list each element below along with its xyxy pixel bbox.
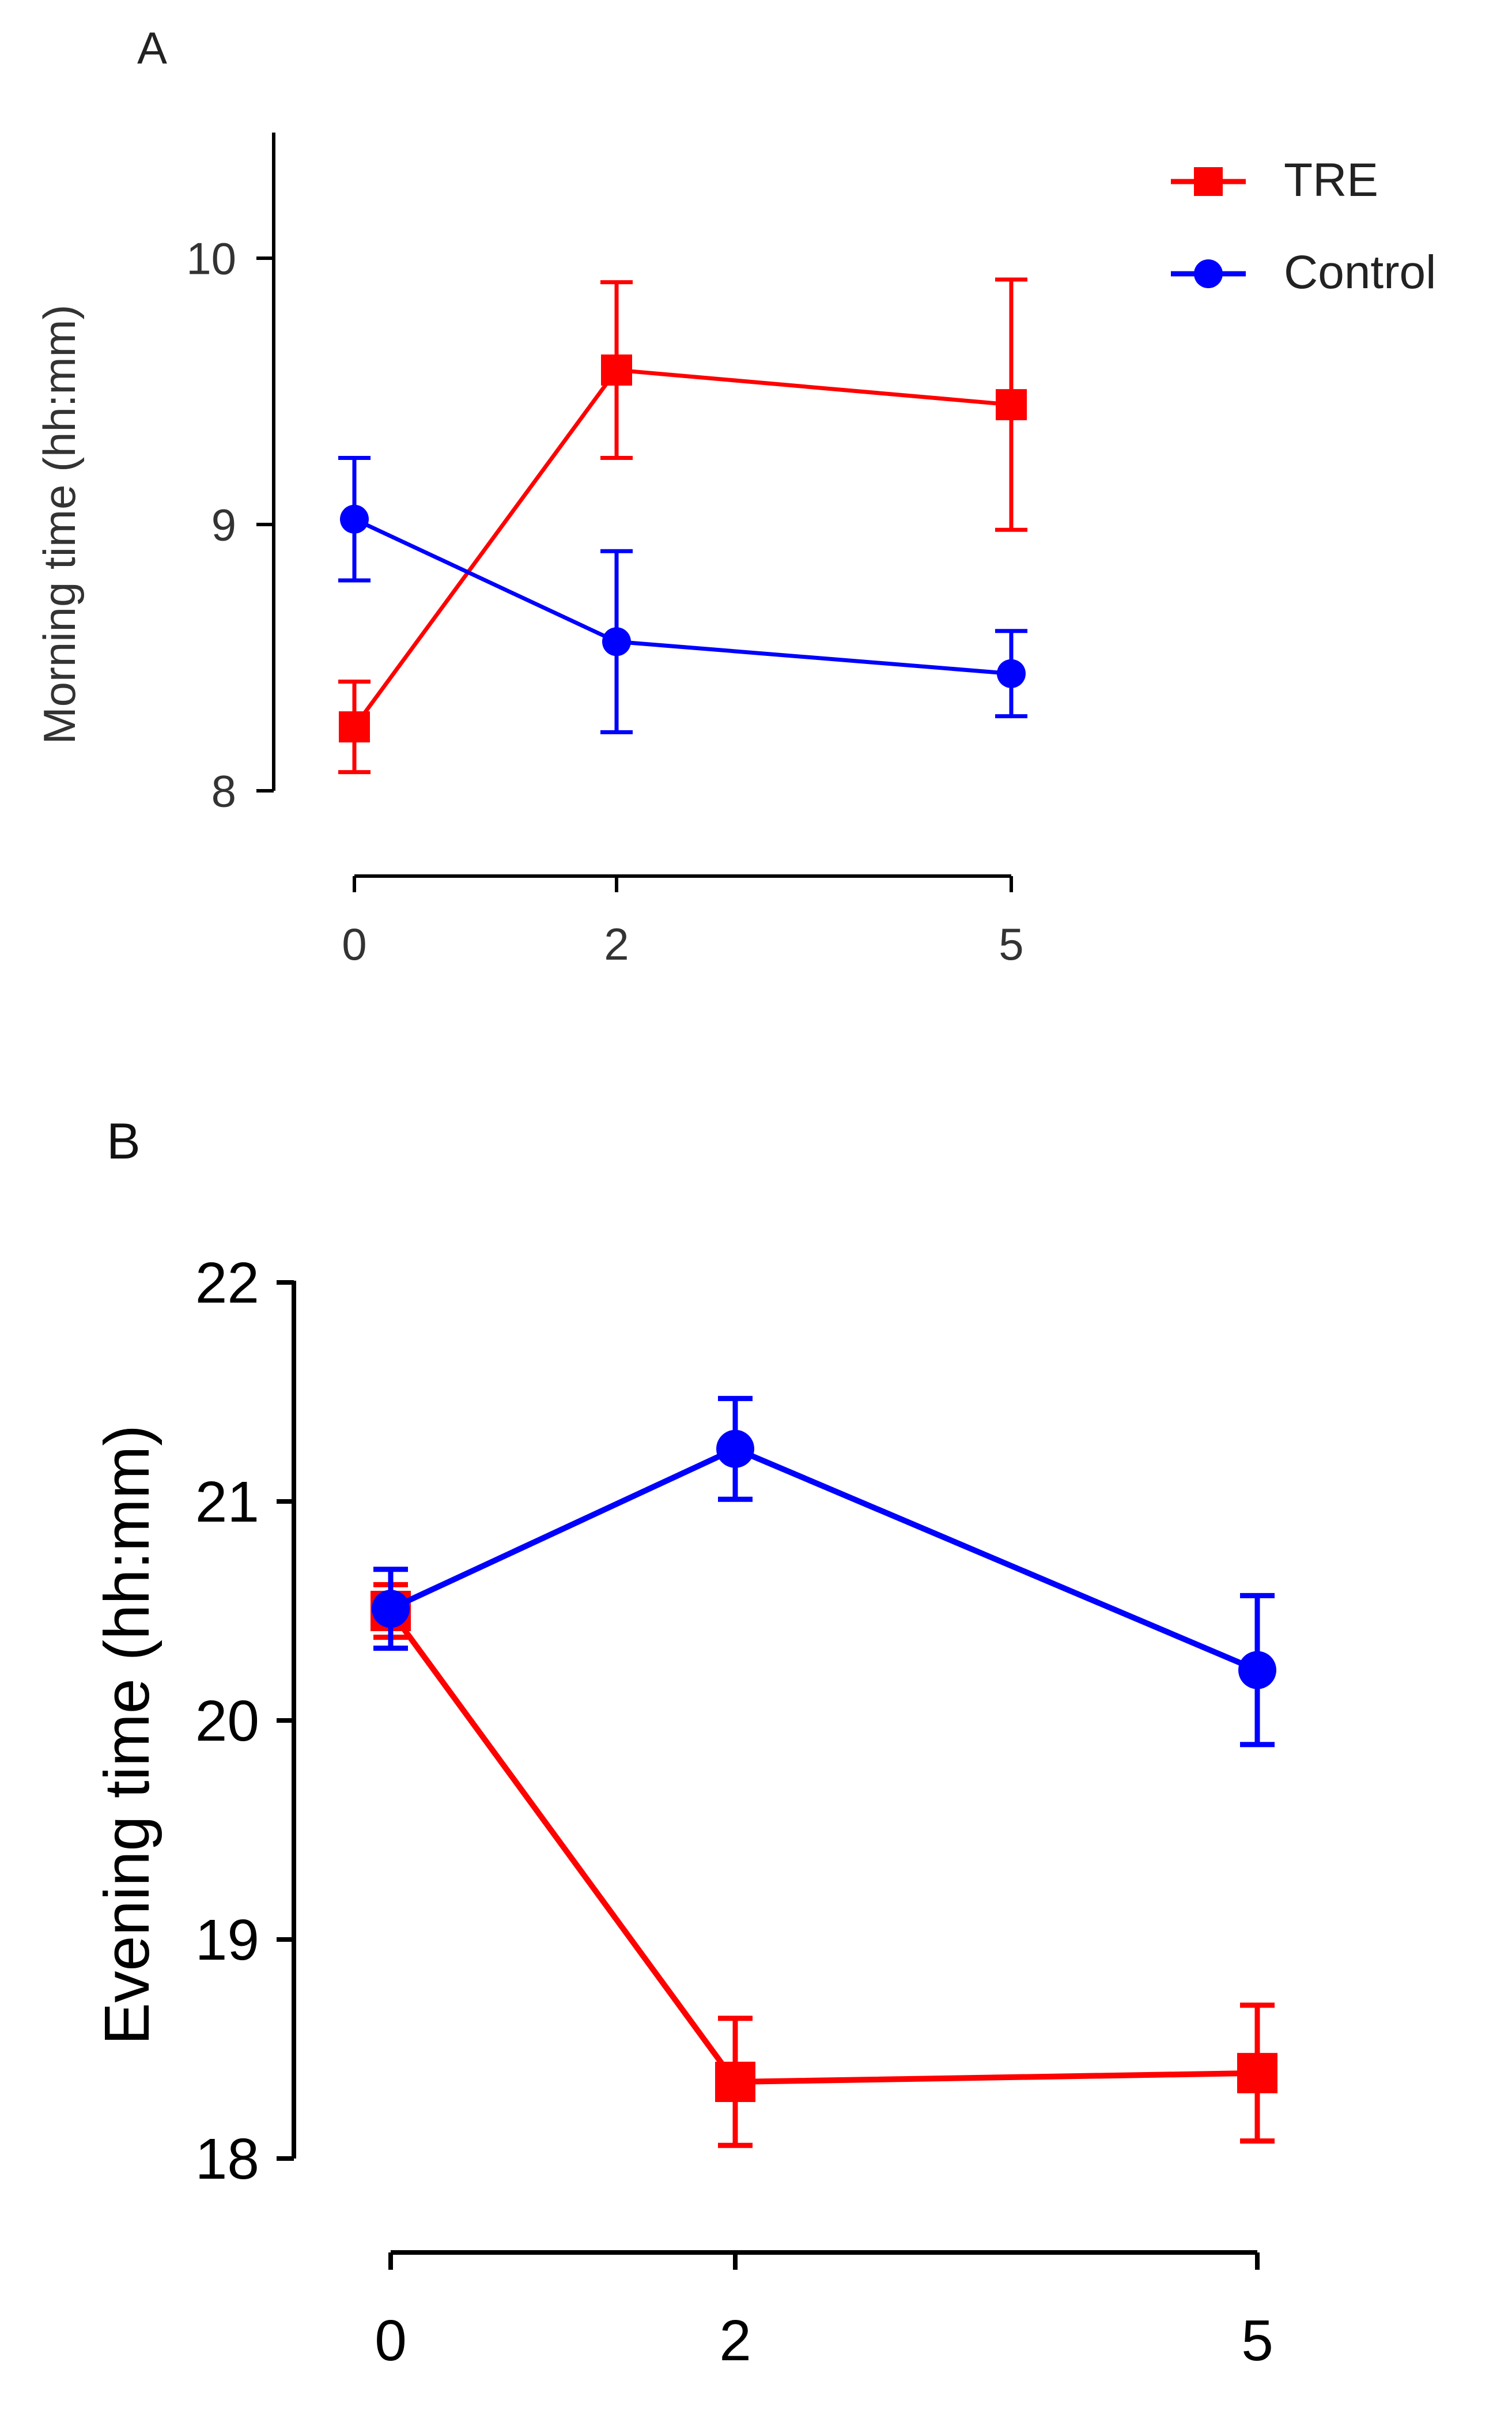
panel-a-y-axis-title: Morning time (hh:mm)	[34, 305, 85, 745]
panel-a-tre-point	[339, 711, 370, 743]
panel-b-y-tick-label: 22	[195, 1251, 259, 1315]
legend-tre-marker	[1194, 167, 1223, 196]
panel-a-x-tick-label: 0	[342, 919, 366, 969]
panel-a-control-point	[340, 504, 369, 534]
panel-a-ticks: 8 9 10 0 2 5	[186, 233, 1023, 969]
panel-b-label: B	[107, 1112, 141, 1169]
panel-a-x-tick-label: 2	[604, 919, 629, 969]
legend-item-tre: TRE	[1171, 154, 1378, 206]
legend-tre-label: TRE	[1284, 154, 1378, 206]
panel-a-series-tre	[338, 277, 1027, 775]
panel-b-axes	[292, 1281, 1257, 2255]
panel-b-chart: B Evening time (hh:mm) 18 19 20 21 22 0 2 5	[92, 1112, 1277, 2373]
panel-b-y-tick-label: 18	[195, 2127, 259, 2191]
panel-a-x-tick-label: 5	[999, 919, 1023, 969]
panel-b-x-tick-label: 0	[375, 2308, 407, 2373]
panel-b-control-point	[1238, 1651, 1276, 1689]
panel-b-control-point	[372, 1590, 410, 1628]
panel-a-tre-point	[996, 389, 1027, 421]
panel-b-control-point	[716, 1429, 754, 1468]
panel-b-series	[371, 1395, 1277, 2148]
panel-b-tre-point	[1237, 2052, 1277, 2093]
panel-a-chart: A Morning time (hh:mm) 8 9 10 0 2 5	[34, 22, 1027, 969]
panel-a-control-point	[997, 659, 1026, 688]
panel-b-x-tick-label: 5	[1241, 2308, 1273, 2373]
legend: TRE Control	[1171, 154, 1436, 299]
panel-a-control-line	[353, 517, 1012, 676]
panel-b-y-tick-label: 21	[195, 1470, 259, 1534]
panel-b-y-axis-title: Evening time (hh:mm)	[92, 1425, 162, 2045]
legend-control-label: Control	[1284, 246, 1436, 299]
panel-a-tre-point	[601, 354, 632, 386]
panel-a-axes	[272, 133, 1011, 878]
panel-a-series-control	[338, 456, 1027, 734]
panel-b-series-tre	[371, 1582, 1277, 2148]
panel-b-y-tick-label: 19	[195, 1908, 259, 1972]
panel-a-control-point	[602, 627, 631, 656]
panel-b-tre-point	[715, 2062, 755, 2102]
legend-item-control: Control	[1171, 246, 1436, 299]
panel-a-y-tick-label: 10	[186, 233, 236, 284]
panel-b-x-tick-label: 2	[719, 2308, 751, 2373]
panel-b-control-line	[389, 1446, 1258, 1673]
panel-a-series	[338, 277, 1027, 775]
panel-a-y-tick-label: 9	[211, 499, 236, 550]
panel-b-y-tick-label: 20	[195, 1689, 259, 1753]
legend-control-marker	[1194, 259, 1223, 288]
panel-a-tre-line	[353, 368, 1012, 729]
panel-b-tre-line	[388, 1609, 1258, 2085]
panel-a-y-tick-label: 8	[211, 765, 236, 816]
panel-b-ticks: 18 19 20 21 22 0 2 5	[195, 1251, 1273, 2373]
panel-a-label: A	[137, 22, 167, 73]
panel-b-series-control	[372, 1395, 1276, 1748]
